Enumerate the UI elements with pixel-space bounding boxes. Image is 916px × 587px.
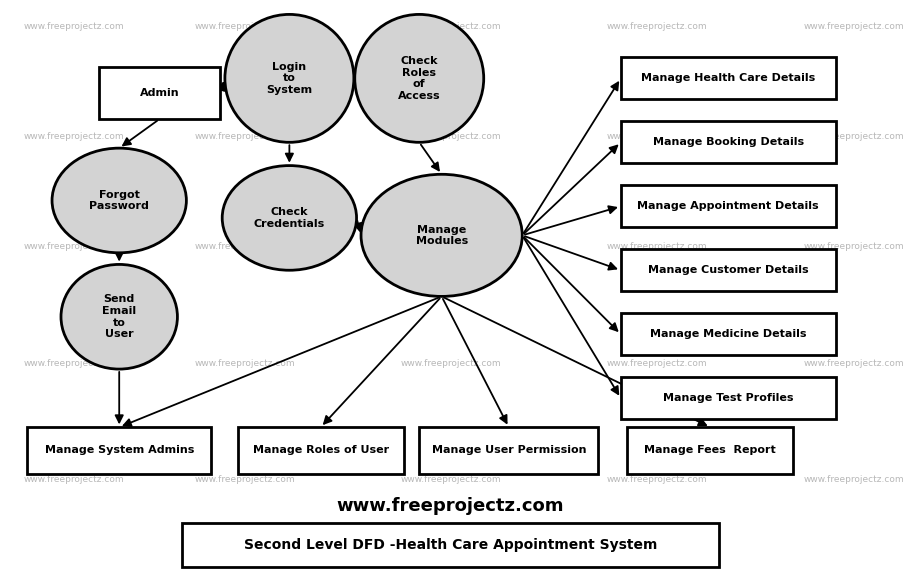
Text: www.freeprojectz.com: www.freeprojectz.com [803,359,904,368]
Ellipse shape [61,264,178,369]
Text: www.freeprojectz.com: www.freeprojectz.com [803,22,904,31]
Text: www.freeprojectz.com: www.freeprojectz.com [400,22,501,31]
Text: www.freeprojectz.com: www.freeprojectz.com [606,132,707,141]
Bar [621,58,835,99]
Text: www.freeprojectz.com: www.freeprojectz.com [24,132,125,141]
Bar [621,377,835,419]
Text: www.freeprojectz.com: www.freeprojectz.com [400,475,501,484]
Bar [420,427,598,474]
Text: Manage
Modules: Manage Modules [416,225,468,246]
Text: www.freeprojectz.com: www.freeprojectz.com [194,132,295,141]
Bar [627,427,793,474]
Bar [621,122,835,163]
Bar [99,67,220,119]
Text: www.freeprojectz.com: www.freeprojectz.com [606,242,707,251]
Text: www.freeprojectz.com: www.freeprojectz.com [194,22,295,31]
Text: www.freeprojectz.com: www.freeprojectz.com [24,22,125,31]
Text: Manage Customer Details: Manage Customer Details [648,265,809,275]
Text: www.freeprojectz.com: www.freeprojectz.com [803,132,904,141]
Text: www.freeprojectz.com: www.freeprojectz.com [400,242,501,251]
Ellipse shape [225,15,354,142]
Text: Manage Medicine Details: Manage Medicine Details [650,329,806,339]
Text: Manage Health Care Details: Manage Health Care Details [641,73,815,83]
Text: Manage Booking Details: Manage Booking Details [653,137,804,147]
Text: www.freeprojectz.com: www.freeprojectz.com [24,359,125,368]
Text: www.freeprojectz.com: www.freeprojectz.com [337,497,564,515]
Text: Admin: Admin [140,88,180,98]
Bar [182,523,719,567]
Ellipse shape [354,15,484,142]
Text: Manage Test Profiles: Manage Test Profiles [663,393,793,403]
Text: www.freeprojectz.com: www.freeprojectz.com [400,359,501,368]
Text: www.freeprojectz.com: www.freeprojectz.com [803,242,904,251]
Text: Manage Roles of User: Manage Roles of User [253,446,388,456]
Bar [238,427,404,474]
Text: Manage User Permission: Manage User Permission [431,446,586,456]
Text: www.freeprojectz.com: www.freeprojectz.com [24,475,125,484]
Text: Manage System Admins: Manage System Admins [45,446,194,456]
Text: www.freeprojectz.com: www.freeprojectz.com [606,359,707,368]
Text: www.freeprojectz.com: www.freeprojectz.com [400,132,501,141]
Ellipse shape [223,166,356,270]
Text: Send
Email
to
User: Send Email to User [103,294,136,339]
Ellipse shape [52,148,186,253]
Text: www.freeprojectz.com: www.freeprojectz.com [606,475,707,484]
Text: Check
Credentials: Check Credentials [254,207,325,229]
Text: www.freeprojectz.com: www.freeprojectz.com [803,475,904,484]
Text: www.freeprojectz.com: www.freeprojectz.com [194,475,295,484]
Text: Second Level DFD -Health Care Appointment System: Second Level DFD -Health Care Appointmen… [244,538,658,552]
Text: Login
to
System: Login to System [267,62,312,95]
Bar [621,249,835,291]
Ellipse shape [361,174,522,296]
Text: Check
Roles
of
Access: Check Roles of Access [398,56,441,101]
Text: www.freeprojectz.com: www.freeprojectz.com [24,242,125,251]
Bar [621,313,835,355]
Text: Manage Appointment Details: Manage Appointment Details [638,201,819,211]
Text: Forgot
Password: Forgot Password [89,190,149,211]
Text: www.freeprojectz.com: www.freeprojectz.com [606,22,707,31]
Bar [621,185,835,227]
Text: www.freeprojectz.com: www.freeprojectz.com [194,242,295,251]
Text: Manage Fees  Report: Manage Fees Report [645,446,776,456]
Text: www.freeprojectz.com: www.freeprojectz.com [194,359,295,368]
Bar [27,427,211,474]
